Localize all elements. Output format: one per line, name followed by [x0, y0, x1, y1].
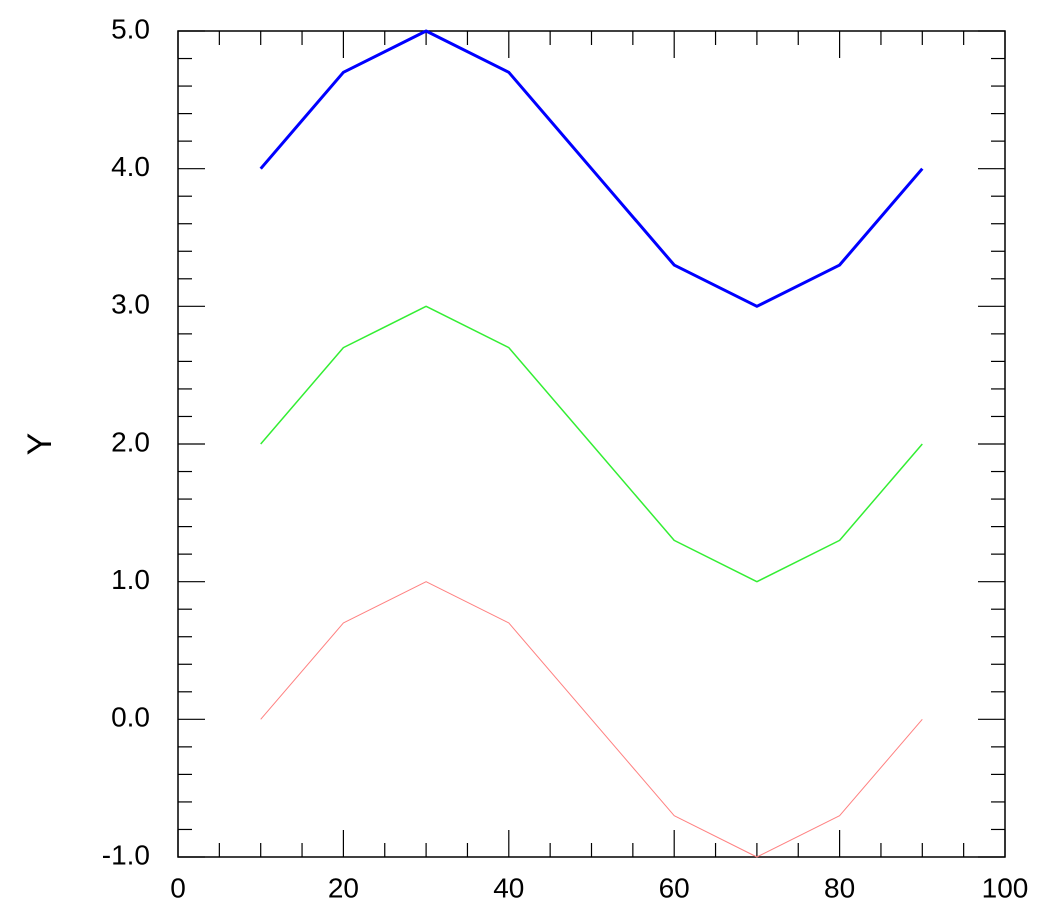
line-series	[260, 305, 923, 583]
x-tick-label: 0	[170, 872, 186, 903]
y-tick-label: 0.0	[111, 702, 150, 733]
y-tick-label: 5.0	[111, 13, 150, 44]
x-tick-label: 60	[659, 872, 690, 903]
line-series	[260, 581, 923, 858]
y-tick-label: 1.0	[111, 564, 150, 595]
x-tick-label: 100	[982, 872, 1029, 903]
y-tick-label: 4.0	[111, 151, 150, 182]
line-series	[259, 29, 924, 308]
x-tick-label: 80	[824, 872, 855, 903]
y-tick-label: 2.0	[111, 426, 150, 457]
x-tick-label: 20	[328, 872, 359, 903]
y-tick-label: -1.0	[102, 839, 150, 870]
y-axis-label: Y	[21, 433, 59, 456]
y-tick-label: 3.0	[111, 289, 150, 320]
x-tick-label: 40	[493, 872, 524, 903]
